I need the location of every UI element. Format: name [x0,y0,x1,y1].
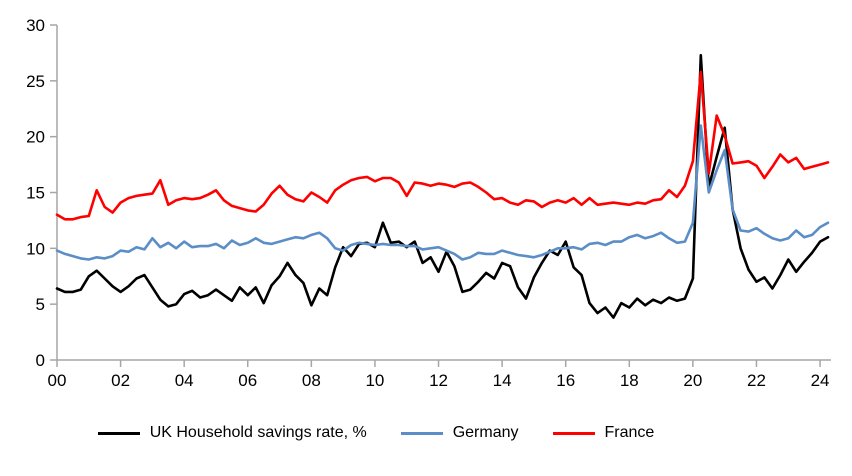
legend-label-germany: Germany [452,424,519,441]
legend-item-uk: UK Household savings rate, % [97,424,367,442]
legend-label-france: France [604,424,655,441]
x-axis-tick-label: 22 [747,371,766,390]
x-axis-tick-label: 12 [429,371,448,390]
x-axis-tick-label: 24 [811,371,830,390]
x-axis-tick-label: 04 [175,371,194,390]
y-axis-tick-label: 10 [26,239,45,258]
y-axis-tick-label: 15 [26,184,45,203]
x-axis-tick-label: 08 [302,371,321,390]
y-axis-tick-label: 5 [36,295,45,314]
y-axis-tick-label: 25 [26,72,45,91]
france-line-swatch-icon [552,431,595,435]
y-axis-tick-label: 30 [26,16,45,35]
savings-rate-line-chart: 0 5 10 15 20 25 30 00 02 04 06 08 10 12 14 16 18 20 22 24 [26,16,831,390]
legend-item-france: France [552,424,655,442]
x-axis-tick-label: 14 [493,371,512,390]
x-axis-tick-label: 16 [556,371,575,390]
uk-savings-line [55,53,830,319]
germany-savings-line [55,124,830,261]
legend-item-germany: Germany [400,424,519,442]
x-axis-tick-label: 06 [238,371,257,390]
legend-label-uk: UK Household savings rate, % [149,424,367,441]
uk-line-swatch-icon [97,431,140,435]
y-axis-tick-label: 20 [26,128,45,147]
x-axis-tick-label: 18 [620,371,639,390]
x-axis-tick-label: 02 [111,371,130,390]
germany-line-swatch-icon [400,431,443,435]
y-axis-tick-label: 0 [36,351,45,370]
france-savings-line [55,70,830,221]
x-axis-tick-label: 20 [683,371,702,390]
x-axis-tick-label: 10 [365,371,384,390]
x-axis-tick-label: 00 [48,371,67,390]
chart-legend: UK Household savings rate, % Germany Fra… [0,424,802,442]
